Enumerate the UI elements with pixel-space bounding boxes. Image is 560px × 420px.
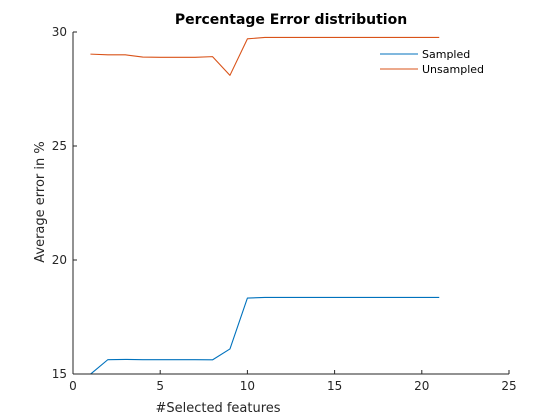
y-tick-label: 15 (52, 367, 67, 381)
plot-area (90, 36, 440, 374)
series-group (90, 36, 440, 374)
x-tick-label: 5 (156, 379, 164, 393)
y-axis-label: Average error in % (33, 141, 48, 262)
y-tick-label: 20 (52, 253, 67, 267)
x-tick-label: 25 (501, 379, 516, 393)
y-tick-label: 30 (52, 25, 67, 39)
x-tick-label: 0 (69, 379, 77, 393)
x-axis-label: #Selected features (155, 401, 280, 416)
chart-title: Percentage Error distribution (175, 12, 407, 28)
axes: 0 5 10 15 20 25 15 20 25 30 (52, 25, 517, 393)
legend: Sampled Unsampled (380, 48, 484, 76)
x-tick-label: 10 (240, 379, 255, 393)
x-tick-label: 20 (414, 379, 429, 393)
legend-label-unsampled: Unsampled (422, 63, 484, 76)
y-tick-label: 25 (52, 139, 67, 153)
x-tick-label: 15 (327, 379, 342, 393)
legend-label-sampled: Sampled (422, 48, 470, 61)
